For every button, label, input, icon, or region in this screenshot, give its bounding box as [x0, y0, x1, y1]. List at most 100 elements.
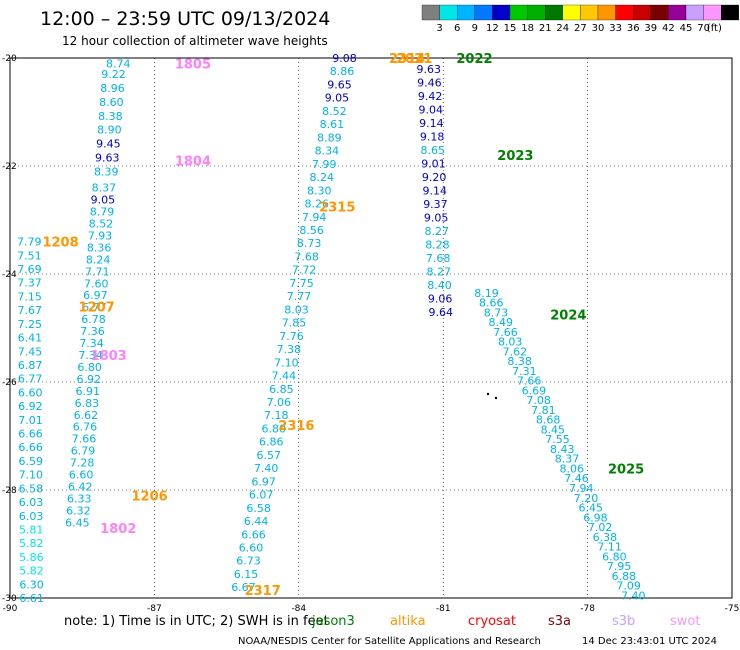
- wave-height-value: 8.24: [310, 171, 335, 184]
- wave-height-value: 7.76: [279, 330, 304, 343]
- satellite-legend: jason3 altika cryosat s3a s3b swot: [311, 614, 700, 629]
- wave-height-value: 7.25: [18, 318, 43, 331]
- wave-height-value: 7.72: [292, 264, 317, 277]
- wave-height-value: 7.20: [574, 492, 599, 505]
- wave-height-value: 7.11: [597, 541, 622, 554]
- legend-label: 70: [697, 23, 710, 34]
- legend-swatch: [633, 4, 651, 21]
- wave-height-value: 7.66: [72, 433, 97, 446]
- wave-height-value: 7.46: [564, 472, 589, 485]
- wave-height-value: 7.10: [19, 469, 44, 482]
- wave-height-value: 8.43: [550, 443, 575, 456]
- wave-height-value: 8.27: [427, 265, 452, 278]
- wave-height-value: 7.77: [287, 290, 312, 303]
- wave-height-value: 8.86: [330, 65, 355, 78]
- wave-height-value: 7.40: [254, 462, 279, 475]
- wave-height-value: 8.96: [100, 82, 125, 95]
- wave-height-value: 6.69: [522, 384, 547, 397]
- wave-height-value: 7.01: [18, 414, 43, 427]
- wave-height-value: 8.40: [427, 279, 452, 292]
- wave-height-value: 8.28: [425, 238, 450, 251]
- wave-height-value: 7.34: [79, 337, 104, 350]
- map-frame: [9, 57, 733, 599]
- wave-height-value: 5.86: [19, 551, 44, 564]
- lat-tick-label: -26: [2, 378, 17, 388]
- wave-height-value: 9.63: [417, 63, 442, 76]
- satellite-name: swot: [670, 614, 700, 629]
- legend-label: 18: [521, 23, 534, 34]
- track-time-label: 1207: [79, 300, 115, 315]
- wave-height-value: 8.26: [304, 198, 329, 211]
- legend-swatch: [597, 4, 616, 21]
- lon-tick-label: -75: [725, 604, 740, 614]
- legend-swatch: [650, 4, 669, 21]
- wave-height-value: 7.94: [302, 211, 327, 224]
- wave-height-value: 5.81: [19, 523, 44, 536]
- legend-label: 12: [486, 23, 499, 34]
- wave-height-value: 6.78: [81, 313, 106, 326]
- wave-height-value: 7.18: [264, 409, 289, 422]
- lat-tick-label: -30: [2, 594, 17, 604]
- wave-height-value: 6.66: [241, 528, 266, 541]
- wave-height-value: 8.36: [87, 241, 112, 254]
- footer-credit: NOAA/NESDIS Center for Satellite Applica…: [238, 636, 541, 647]
- wave-height-value: 8.37: [555, 453, 580, 466]
- wave-height-value: 7.81: [531, 404, 556, 417]
- track-time-label: 1208: [42, 236, 78, 251]
- wave-height-value: 5.82: [19, 537, 44, 550]
- wave-height-value: 8.60: [99, 96, 124, 109]
- wave-height-value: 6.32: [66, 504, 91, 517]
- wave-height-value: 9.05: [325, 92, 350, 105]
- wave-height-value: 9.64: [429, 306, 454, 319]
- wave-height-value: 7.02: [588, 521, 613, 534]
- wave-height-value: 7.60: [84, 277, 109, 290]
- legend-label: 15: [504, 23, 517, 34]
- wave-height-value: 8.90: [97, 124, 122, 137]
- satellite-name: s3a: [548, 614, 571, 629]
- wave-height-value: 7.66: [493, 326, 518, 339]
- legend-unit: (ft): [707, 23, 722, 34]
- legend-swatch: [421, 4, 440, 21]
- wave-height-value: 6.67: [231, 581, 256, 594]
- wave-height-value: 7.45: [18, 345, 43, 358]
- legend-label: 42: [662, 23, 675, 34]
- wave-height-value: 7.94: [569, 482, 594, 495]
- wave-height-value: 7.10: [274, 356, 299, 369]
- wave-height-value: 8.30: [307, 184, 332, 197]
- wave-height-value: 6.15: [234, 568, 259, 581]
- wave-height-value: 6.91: [76, 385, 101, 398]
- wave-height-value: 8.73: [297, 237, 322, 250]
- legend-swatch: [615, 4, 634, 21]
- wave-height-value: 6.97: [251, 475, 276, 488]
- wave-height-value: 6.41: [18, 332, 43, 345]
- wave-height-value: 8.27: [425, 225, 450, 238]
- satellite-name: cryosat: [468, 614, 516, 629]
- wave-height-value: 6.76: [73, 421, 98, 434]
- wave-height-value: 8.19: [474, 287, 499, 300]
- wave-height-value: 7.06: [267, 396, 292, 409]
- legend-swatch: [492, 4, 511, 21]
- wave-height-value: 7.93: [88, 229, 113, 242]
- wave-height-value: 6.42: [68, 481, 93, 494]
- wave-height-value: 9.05: [424, 211, 449, 224]
- wave-height-value: 7.28: [70, 457, 95, 470]
- wave-height-value: 8.38: [507, 355, 532, 368]
- legend-label: 27: [574, 23, 587, 34]
- legend-label: 21: [539, 23, 552, 34]
- legend-label: 45: [680, 23, 693, 34]
- legend-label: 9: [472, 23, 478, 34]
- wave-height-value: 7.31: [512, 365, 537, 378]
- legend-swatch: [527, 4, 546, 21]
- track-time-label: 1805: [175, 57, 211, 72]
- wave-height-value: 7.44: [272, 370, 297, 383]
- track-time-label: 2314: [389, 52, 425, 67]
- wave-height-value: 6.03: [19, 496, 44, 509]
- lon-tick-label: -90: [3, 604, 18, 614]
- wave-height-value: 9.01: [421, 157, 446, 170]
- wave-height-value: 9.06: [428, 292, 453, 305]
- satellite-name: s3b: [612, 614, 635, 629]
- wave-height-value: 7.38: [277, 343, 302, 356]
- wave-height-value: 6.07: [249, 489, 274, 502]
- track-time-label: 2315: [319, 201, 355, 216]
- wave-height-value: 9.63: [95, 152, 120, 165]
